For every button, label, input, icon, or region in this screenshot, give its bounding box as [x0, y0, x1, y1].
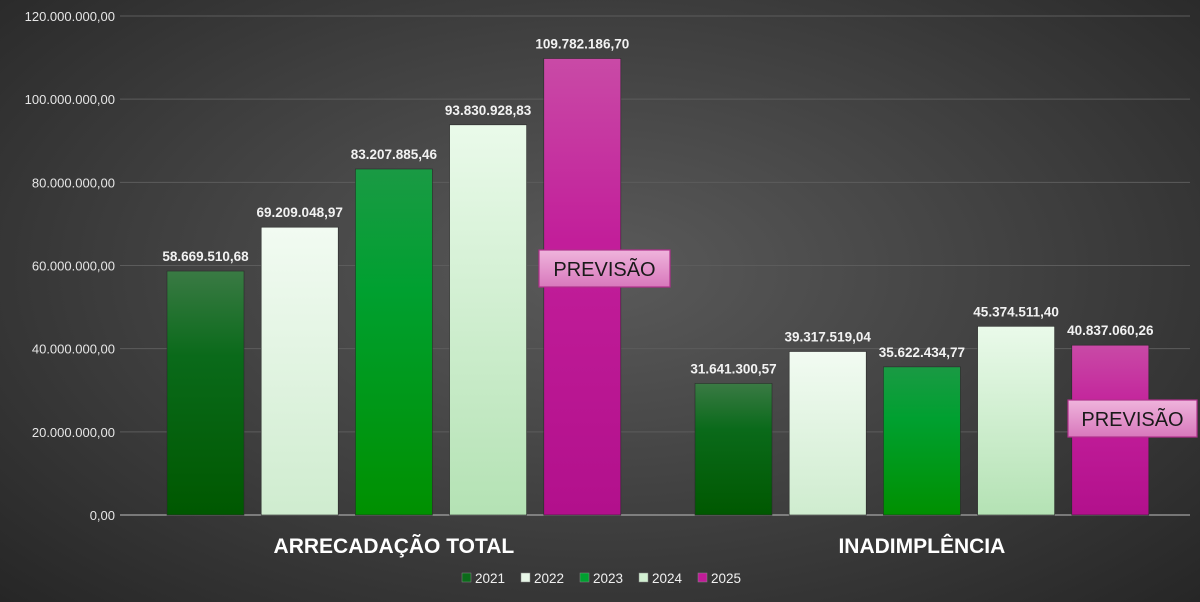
y-tick-label: 120.000.000,00	[25, 9, 115, 24]
data-label: 40.837.060,26	[1067, 323, 1154, 338]
legend-label: 2021	[475, 571, 505, 586]
legend-label: 2025	[711, 571, 741, 586]
y-tick-label: 20.000.000,00	[32, 425, 115, 440]
legend-label: 2024	[652, 571, 683, 586]
data-label: 109.782.186,70	[535, 36, 629, 51]
bar-2022-inadimplencia	[788, 351, 867, 516]
bar-2023-inadimplencia	[883, 366, 961, 516]
y-tick-label: 80.000.000,00	[32, 175, 115, 190]
category-label: ARRECADAÇÃO TOTAL	[274, 535, 515, 558]
data-label: 93.830.928,83	[445, 103, 532, 118]
data-label: 58.669.510,68	[162, 249, 249, 264]
legend-label: 2023	[593, 571, 623, 586]
previsao-annotation-box	[538, 249, 671, 288]
legend-swatch-2023	[579, 572, 590, 583]
legend-label: 2022	[534, 571, 564, 586]
data-label: 31.641.300,57	[690, 361, 776, 376]
legend-swatch-2021	[461, 572, 472, 583]
y-tick-label: 60.000.000,00	[32, 259, 115, 274]
previsao-annotation: PREVISÃO	[1081, 407, 1183, 431]
bar-2022-arrecadacao	[260, 226, 339, 516]
bar-2021-inadimplencia	[694, 383, 773, 516]
legend-swatch-2022	[520, 572, 531, 583]
bar-2024-inadimplencia	[977, 326, 1055, 516]
previsao-annotation-box	[1067, 399, 1198, 438]
legend-swatch-2025	[697, 572, 708, 583]
y-tick-label: 0,00	[90, 508, 115, 523]
y-tick-label: 100.000.000,00	[25, 92, 115, 107]
previsao-annotation: PREVISÃO	[553, 257, 655, 281]
bar-2024-arrecadacao	[449, 124, 527, 516]
data-label: 35.622.434,77	[879, 345, 965, 360]
data-label: 83.207.885,46	[351, 147, 438, 162]
bar-2023-arrecadacao	[355, 168, 433, 516]
data-label: 45.374.511,40	[973, 304, 1059, 319]
data-label: 69.209.048,97	[257, 205, 343, 220]
legend-swatch-2024	[638, 572, 649, 583]
data-label: 39.317.519,04	[785, 330, 872, 345]
y-tick-label: 40.000.000,00	[32, 342, 115, 357]
bar-2021-arrecadacao	[166, 270, 245, 516]
category-label: INADIMPLÊNCIA	[838, 534, 1005, 558]
